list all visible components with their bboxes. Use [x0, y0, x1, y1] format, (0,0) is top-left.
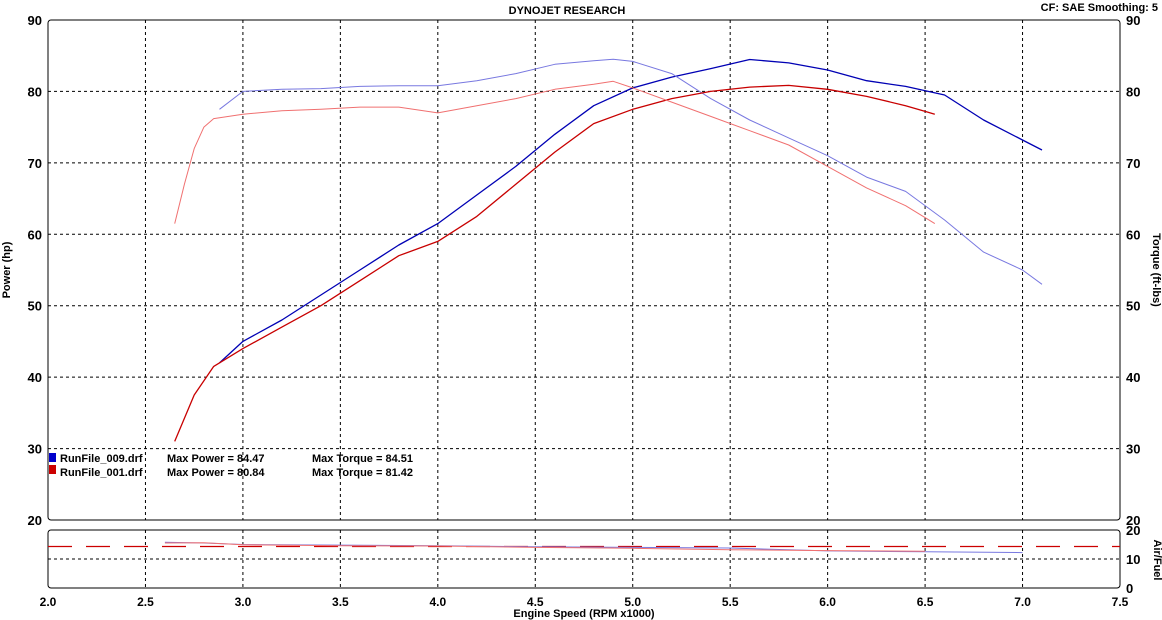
- x-tick-labels: 2.0 2.5 3.0 3.5 4.0 4.5 5.0 5.5 6.0 6.5 7.0 7.5: [40, 595, 1129, 609]
- y-tick-label-left: 90: [28, 13, 42, 28]
- legend-file-run001: RunFile_001.drf: [60, 467, 143, 479]
- y-tick-labels: 20 20 30 30 40 40 50 50 60 60 70 70 80 80 90 90: [28, 13, 1141, 528]
- af-axis-label: Air/Fuel: [1151, 540, 1162, 581]
- y-tick-label-right: 90: [1126, 13, 1140, 28]
- y-axis-left-label: Power (hp): [1, 241, 13, 298]
- main-series-group: [174, 58, 1043, 442]
- af-tick-labels: 0 10 20: [1126, 523, 1140, 596]
- y-tick-label-right: 20: [1126, 513, 1140, 528]
- x-tick-label: 6.0: [819, 595, 836, 609]
- x-tick-label: 5.5: [722, 595, 739, 609]
- legend-swatch-run009: [49, 453, 56, 462]
- y-tick-label-left: 80: [28, 84, 42, 99]
- y-tick-label-left: 50: [28, 299, 42, 314]
- series-line-run001_power: [174, 84, 935, 442]
- chart-settings: CF: SAE Smoothing: 5: [1041, 2, 1158, 14]
- y-tick-label-right: 60: [1126, 227, 1140, 242]
- af-tick-label: 0: [1126, 581, 1133, 596]
- x-tick-label: 2.5: [137, 595, 154, 609]
- y-tick-label-right: 80: [1126, 84, 1140, 99]
- main-plot-frame: [47, 19, 1121, 521]
- x-tick-label: 2.0: [40, 595, 57, 609]
- legend-power-run001: Max Power = 80.84: [167, 467, 265, 479]
- y-tick-label-left: 60: [28, 227, 42, 242]
- main-grid: [48, 20, 1120, 520]
- y-tick-label-left: 20: [28, 513, 42, 528]
- x-tick-label: 7.0: [1014, 595, 1031, 609]
- x-axis-label: Engine Speed (RPM x1000): [513, 608, 655, 620]
- x-tick-label: 3.0: [235, 595, 252, 609]
- y-tick-label-right: 70: [1126, 156, 1140, 171]
- af-tick-label: 20: [1126, 523, 1140, 538]
- x-tick-label: 3.5: [332, 595, 349, 609]
- x-tick-label: 5.0: [624, 595, 641, 609]
- af-tick-label: 10: [1126, 552, 1140, 567]
- legend: RunFile_009.drf Max Power = 84.47 Max To…: [49, 453, 413, 479]
- legend-power-run009: Max Power = 84.47: [167, 453, 265, 465]
- x-tick-label: 4.0: [429, 595, 446, 609]
- y-tick-label-right: 30: [1126, 442, 1140, 457]
- x-tick-label: 7.5: [1112, 595, 1129, 609]
- af-series-group: [48, 541, 1120, 554]
- legend-torque-run001: Max Torque = 81.42: [312, 467, 413, 479]
- x-tick-label: 6.5: [917, 595, 934, 609]
- y-tick-label-left: 70: [28, 156, 42, 171]
- af-line-run001_af: [164, 542, 926, 552]
- legend-file-run009: RunFile_009.drf: [60, 453, 143, 465]
- y-tick-label-left: 30: [28, 442, 42, 457]
- chart-title: DYNOJET RESEARCH: [509, 5, 626, 17]
- af-grid: [48, 530, 1120, 588]
- legend-torque-run009: Max Torque = 84.51: [312, 453, 413, 465]
- legend-swatch-run001: [49, 465, 56, 474]
- x-tick-label: 4.5: [527, 595, 544, 609]
- series-line-run001_torque: [174, 80, 936, 225]
- y-axis-right-label: Torque (ft-lbs): [1150, 233, 1162, 307]
- y-tick-label-left: 40: [28, 370, 42, 385]
- y-tick-label-right: 40: [1126, 370, 1140, 385]
- y-tick-label-right: 50: [1126, 299, 1140, 314]
- series-line-run009_torque: [219, 58, 1043, 285]
